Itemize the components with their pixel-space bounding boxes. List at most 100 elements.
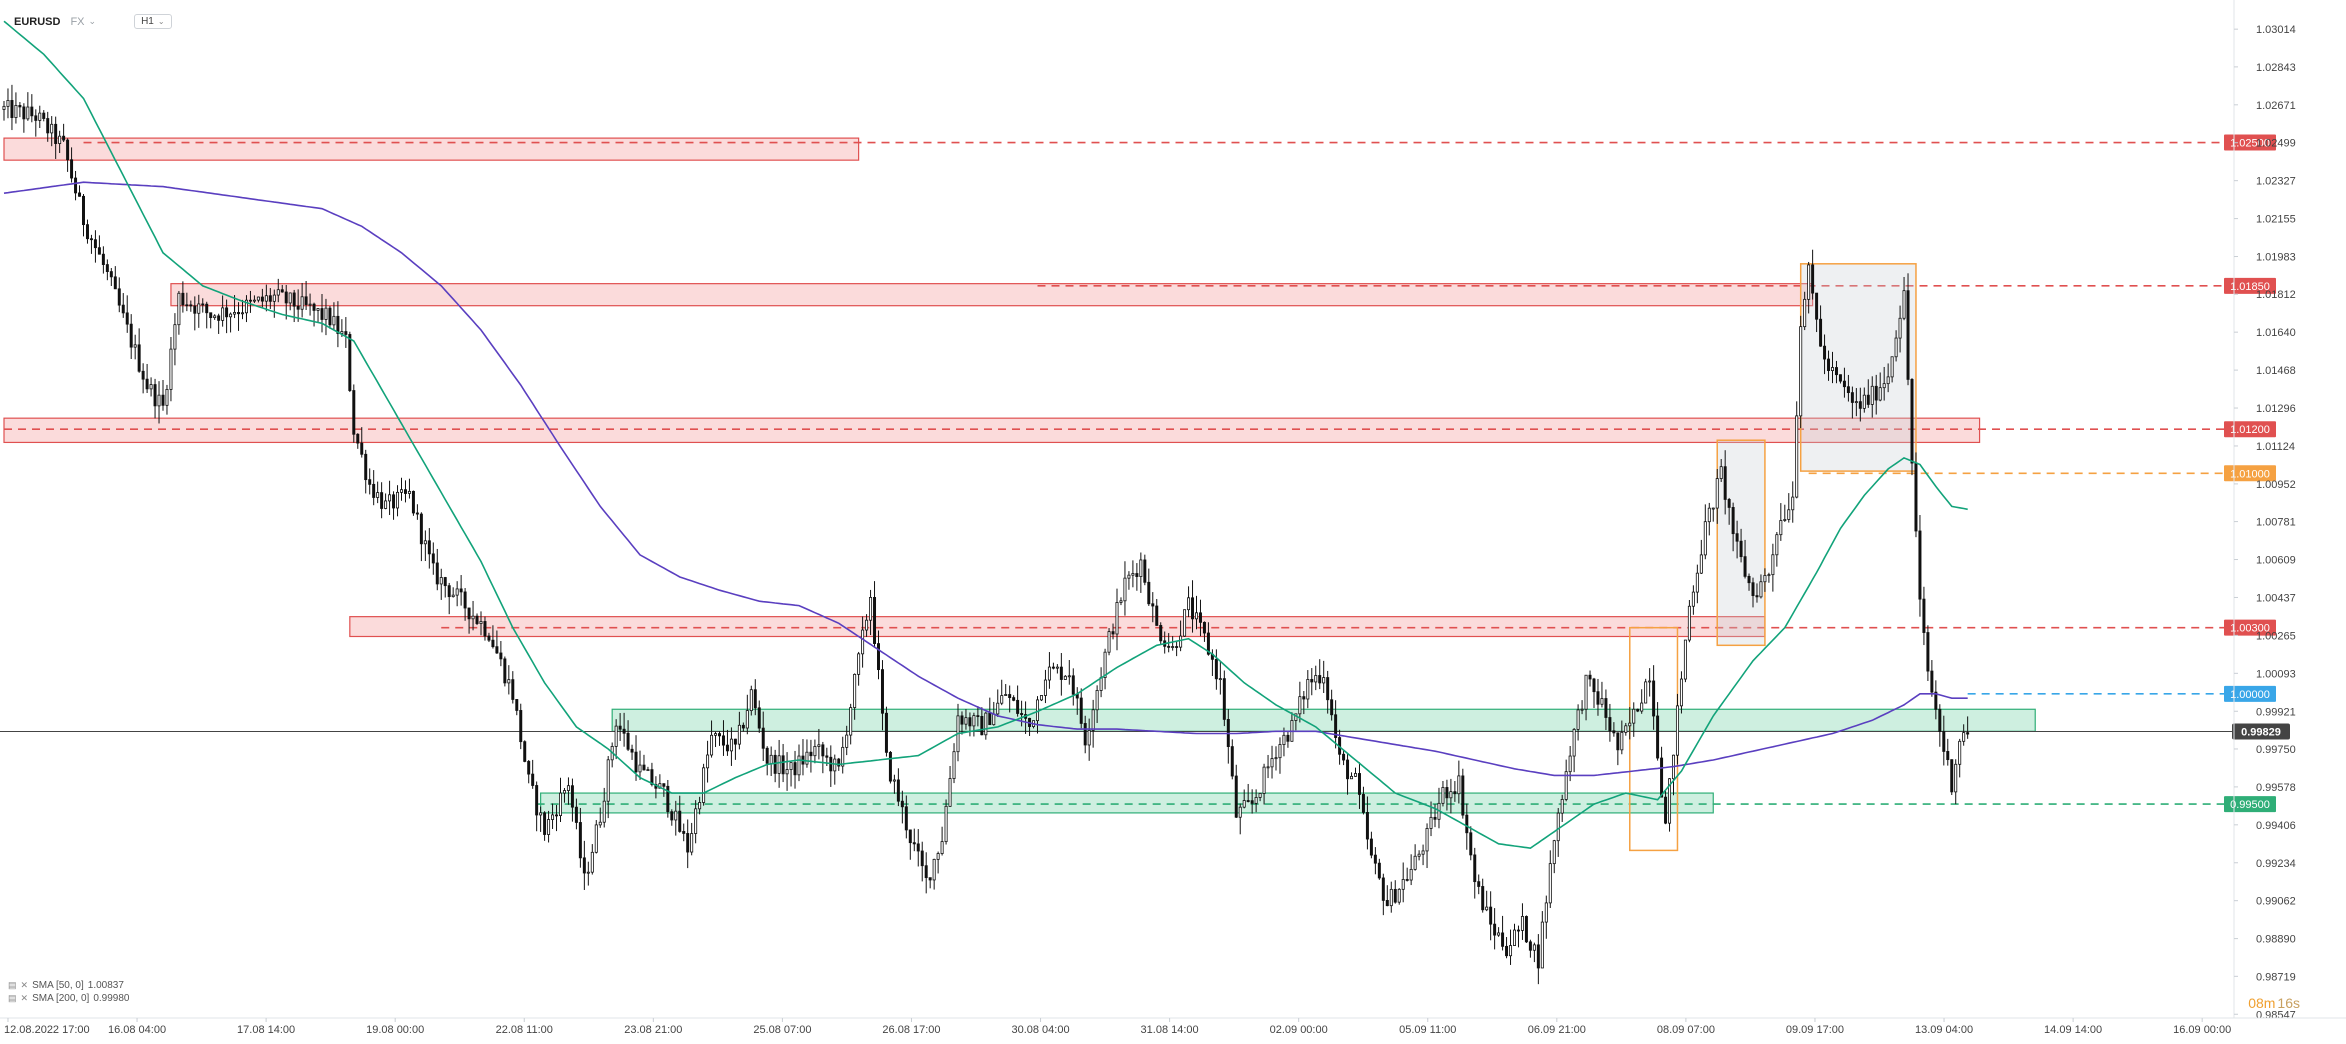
timeframe-select[interactable]: H1 ⌄ <box>134 14 172 29</box>
candle-bearish <box>1330 699 1334 716</box>
price-tick-label: 1.01124 <box>2256 441 2295 453</box>
chevron-down-icon[interactable]: ⌄ <box>88 16 97 26</box>
candle-bearish <box>141 370 145 380</box>
candle-bullish <box>1711 507 1715 510</box>
candle-bullish <box>1047 666 1051 681</box>
candle-bearish <box>1922 598 1926 633</box>
candle-bullish <box>797 755 801 776</box>
close-icon[interactable]: ✕ <box>20 980 29 990</box>
candle-bullish <box>777 755 781 774</box>
sma50-line <box>3 20 1968 850</box>
candle-bearish <box>1914 462 1918 532</box>
candle-bearish <box>447 585 451 598</box>
candle-bearish <box>1660 757 1664 798</box>
candle-bearish <box>1608 717 1612 732</box>
candle-bearish <box>503 658 507 684</box>
settings-icon[interactable]: ▤ <box>8 980 17 990</box>
candle-bullish <box>300 296 304 310</box>
candle-bullish <box>1779 520 1783 536</box>
candle-bullish <box>169 348 173 390</box>
candle-bearish <box>499 652 503 660</box>
candle-bullish <box>1036 699 1039 722</box>
indicator-value: 0.99980 <box>93 993 130 1004</box>
candle-bullish <box>1039 695 1043 701</box>
candle-bearish <box>1230 746 1234 777</box>
time-tick-label: 22.08 11:00 <box>496 1024 553 1036</box>
candle-bearish <box>781 755 785 775</box>
candle-bearish <box>93 239 97 249</box>
candle-bearish <box>1051 666 1055 669</box>
candle-bullish <box>1787 509 1791 520</box>
candle-bullish <box>714 733 718 736</box>
candle-bullish <box>1409 868 1413 881</box>
candle-bearish <box>1155 605 1159 626</box>
candle-bearish <box>1656 715 1660 759</box>
support-zone <box>540 792 1714 814</box>
candle-bearish <box>1357 773 1361 795</box>
time-axis[interactable]: 12.08.2022 17:00 16.08 04:00 17.08 14:00 19… <box>0 1017 2346 1036</box>
candle-bearish <box>62 135 66 141</box>
candle-bearish <box>1071 675 1075 695</box>
indicator-sma200[interactable]: ▤ ✕ SMA [200, 0] 0.99980 <box>8 993 129 1004</box>
candle-bullish <box>706 754 710 769</box>
candle-bullish <box>547 819 551 835</box>
settings-icon[interactable]: ▤ <box>8 993 17 1003</box>
candle-bearish <box>1346 759 1350 780</box>
candle-bearish <box>642 764 646 771</box>
candle-bullish <box>1314 675 1318 683</box>
candle-bullish <box>1640 702 1644 712</box>
time-tick-label: 31.08 14:00 <box>1141 1024 1199 1036</box>
candle-bullish <box>1397 888 1401 903</box>
candle-bullish <box>288 292 292 304</box>
close-icon[interactable]: ✕ <box>20 993 29 1003</box>
candle-bullish <box>157 394 161 407</box>
candle-bearish <box>515 699 519 711</box>
indicator-label: SMA [200, 0] <box>32 993 90 1004</box>
candle-bullish <box>1306 679 1310 700</box>
candle-bullish <box>1139 559 1143 577</box>
candle-bullish <box>276 289 280 296</box>
candle-bearish <box>678 810 682 832</box>
candle-bearish <box>30 106 34 117</box>
candle-bullish <box>865 619 869 631</box>
candle-bearish <box>1747 575 1751 584</box>
price-tick-label: 1.00609 <box>2256 555 2296 567</box>
candle-bearish <box>304 296 308 305</box>
candle-bullish <box>1119 600 1123 603</box>
candle-bullish <box>1513 929 1516 946</box>
candle-bearish <box>364 453 368 481</box>
candle-bearish <box>78 192 82 197</box>
indicator-sma50[interactable]: ▤ ✕ SMA [50, 0] 1.00837 <box>8 980 124 991</box>
candle-bearish <box>924 865 928 879</box>
candle-bearish <box>248 299 252 302</box>
candle-bearish <box>1083 723 1087 746</box>
price-tick-label: 1.02499 <box>2256 138 2296 150</box>
candle-bullish <box>1699 554 1703 574</box>
candle-bearish <box>912 842 916 845</box>
candle-bearish <box>1938 708 1942 732</box>
symbol-label[interactable]: EURUSD <box>14 15 61 28</box>
price-axis[interactable]: 1.03014 1.02843 1.02671 1.02499 1.02327 1.021… <box>2233 0 2296 1021</box>
candle-bullish <box>646 769 650 772</box>
candle-bullish <box>833 758 837 772</box>
candle-bearish <box>765 747 769 764</box>
price-tick-label: 0.98890 <box>2256 934 2296 946</box>
candle-bullish <box>1954 763 1958 793</box>
time-tick-label: 06.09 21:00 <box>1528 1024 1586 1036</box>
sma200-line <box>3 181 1968 777</box>
candle-bullish <box>614 725 618 747</box>
candle-bullish <box>1775 534 1779 556</box>
candle-bullish <box>213 315 217 319</box>
candle-bearish <box>189 304 193 307</box>
candle-bearish <box>809 751 813 757</box>
candle-bearish <box>372 483 376 498</box>
candle-bearish <box>1393 888 1397 903</box>
candle-bullish <box>1266 766 1270 769</box>
candle-bearish <box>1735 533 1739 542</box>
candle-bearish <box>1059 666 1063 680</box>
candle-bearish <box>1461 775 1465 816</box>
candle-bullish <box>1715 478 1719 509</box>
time-tick-label: 12.08.2022 17:00 <box>4 1024 90 1036</box>
